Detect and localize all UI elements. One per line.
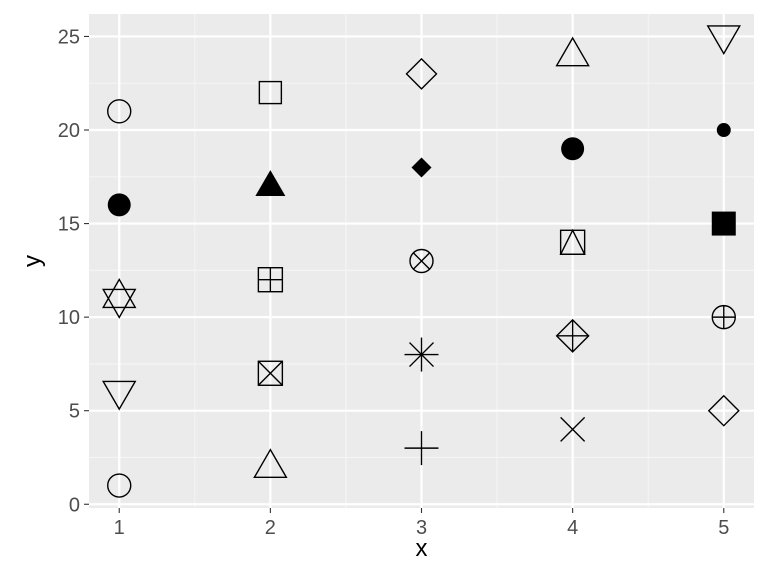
data-point-circle [107,473,132,498]
data-point-triangle-down [706,25,741,56]
data-point-triangle-down [102,380,137,411]
data-point-square-triangle [559,228,586,255]
data-point-circle [107,99,132,124]
data-point-diamond [707,394,740,427]
y-tick-label: 25 [58,26,80,48]
y-tick-label: 5 [69,401,80,423]
y-axis-ticks: 0 5 10 15 20 25 [58,26,89,516]
data-point-plus [404,431,439,466]
x-tick-label: 1 [114,517,125,539]
data-point-cross [560,416,586,442]
data-point-triangle-up [555,36,590,67]
data-point-diamond-filled [411,157,432,178]
data-point-circle-filled-large [561,137,585,161]
data-points [102,25,741,498]
data-point-circle-filled [107,193,131,217]
data-point-circle-filled-small [716,123,731,138]
x-tick-label: 2 [265,517,276,539]
y-tick-label: 15 [58,214,80,236]
data-point-triangle-up [253,448,288,479]
data-point-square [258,80,283,105]
x-axis-ticks: 1 2 3 4 5 [114,508,729,539]
data-point-square-plus [257,267,284,293]
y-tick-label: 10 [58,307,80,329]
data-point-circle-cross [409,248,434,274]
y-axis-title: y [19,255,46,267]
data-point-asterisk [404,337,439,372]
data-point-square-cross [257,360,284,386]
data-point-circle-plus [711,304,736,330]
data-point-triangle-filled [255,170,286,197]
y-tick-label: 0 [69,494,80,516]
x-tick-label: 5 [718,517,729,539]
data-point-diamond [405,57,438,90]
y-tick-label: 20 [58,120,80,142]
x-tick-label: 3 [416,517,427,539]
x-tick-label: 4 [567,517,578,539]
data-point-diamond-plus [555,318,590,353]
x-axis-title: x [416,535,428,562]
grid-major [89,14,754,508]
data-point-star-of-david [102,278,137,319]
data-point-square-filled [711,211,736,236]
